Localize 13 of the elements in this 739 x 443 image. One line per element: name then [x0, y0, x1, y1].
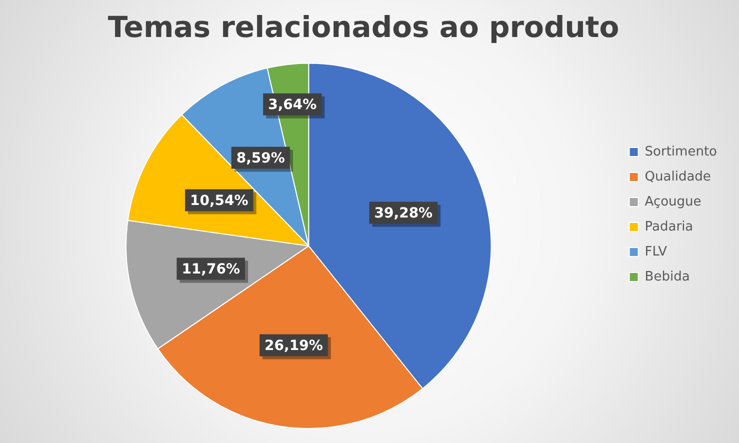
data-label: 3,64% [268, 97, 317, 114]
legend-label: Qualidade [644, 169, 711, 184]
data-label: 39,28% [374, 205, 433, 222]
legend-label: Bebida [644, 269, 690, 284]
legend-label: Açougue [644, 194, 702, 210]
legend-label: FLV [644, 244, 668, 260]
data-label: 10,54% [190, 192, 248, 209]
data-label: 11,76% [182, 261, 240, 278]
legend-label: Sortimento [644, 144, 718, 160]
data-label: 8,59% [236, 150, 285, 166]
legend-label: Padaria [644, 219, 694, 234]
chart-title: Temas relacionados ao produto [108, 10, 620, 44]
data-label: 26,19% [264, 338, 323, 354]
